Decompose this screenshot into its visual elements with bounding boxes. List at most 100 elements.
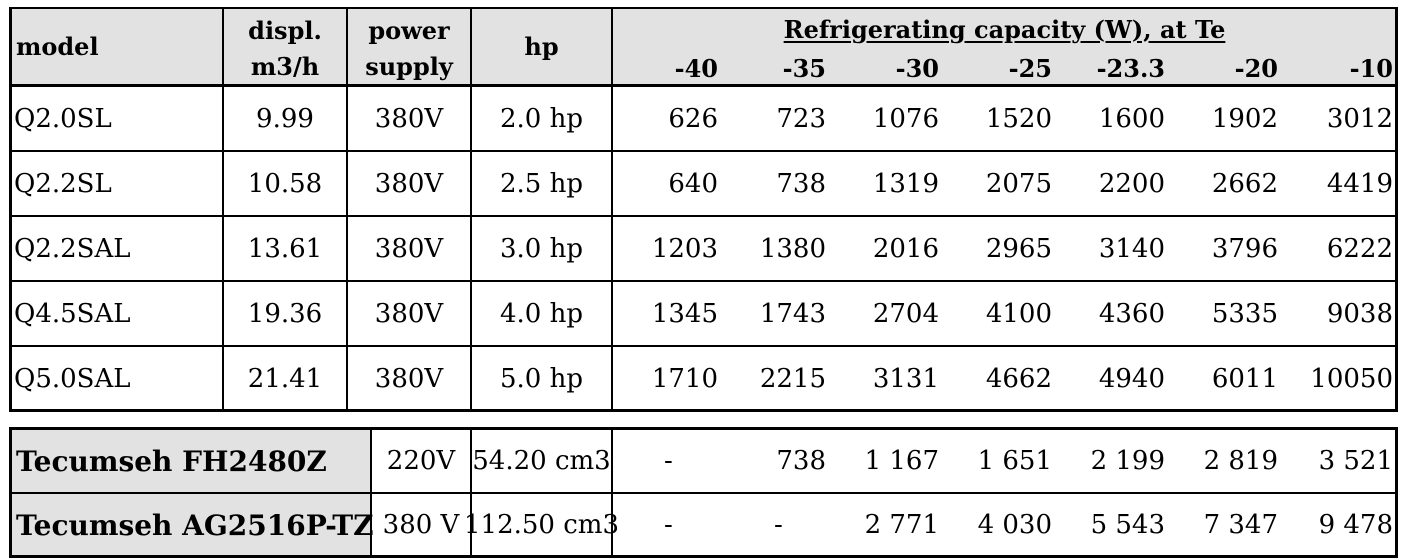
rule-right: [1395, 7, 1398, 412]
te-column-header: -23.3: [1096, 53, 1165, 83]
te-column-header: -10: [1349, 53, 1393, 83]
power-supply-cell: 380V: [374, 298, 444, 329]
capacity-cell: 3131: [872, 363, 939, 394]
tecumseh-capacity-cell: -: [664, 510, 673, 540]
header-displ-line1: displ.: [248, 15, 322, 45]
header-power-line2: supply: [365, 51, 453, 81]
capacity-cell: 3796: [1211, 233, 1278, 264]
capacity-cell: 4100: [985, 298, 1052, 329]
rule-col: [611, 7, 613, 412]
header-model: model: [16, 31, 99, 61]
tecumseh-model-cell: Tecumseh FH2480Z: [16, 444, 327, 478]
rule-tecumseh-row: [10, 492, 1397, 494]
capacity-cell: 2662: [1211, 168, 1278, 199]
capacity-cell: 626: [668, 103, 718, 134]
capacity-cell: 1710: [651, 363, 718, 394]
displacement-cell: 19.36: [247, 298, 323, 329]
header-background: [10, 8, 1397, 84]
tecumseh-capacity-cell: 2 199: [1090, 446, 1165, 476]
capacity-cell: 5335: [1211, 298, 1278, 329]
tecumseh-capacity-cell: 9 478: [1318, 510, 1393, 540]
capacity-cell: 4419: [1326, 168, 1393, 199]
model-cell: Q2.0SL: [14, 103, 112, 134]
capacity-cell: 10050: [1310, 363, 1393, 394]
model-cell: Q2.2SL: [14, 168, 112, 199]
rule-col: [346, 7, 348, 412]
capacity-cell: 1520: [985, 103, 1052, 134]
capacity-cell: 6011: [1211, 363, 1278, 394]
te-column-header: -20: [1234, 53, 1278, 83]
tecumseh-model-cell: Tecumseh AG2516P-TZ: [16, 508, 374, 542]
capacity-cell: 1380: [759, 233, 826, 264]
model-cell: Q2.2SAL: [14, 233, 131, 264]
tecumseh-displacement-cell: 112.50 cm3: [464, 510, 619, 540]
tecumseh-capacity-cell: -: [774, 510, 783, 540]
rule-header-bottom: [10, 84, 1397, 87]
capacity-cell: 2200: [1098, 168, 1165, 199]
header-power-line1: power: [368, 15, 450, 45]
capacity-cell: 9038: [1326, 298, 1393, 329]
tecumseh-capacity-cell: 3 521: [1318, 446, 1393, 476]
te-column-header: -40: [674, 53, 718, 83]
rule-top: [10, 7, 1397, 9]
capacity-cell: 723: [776, 103, 826, 134]
header-displ-line2: m3/h: [250, 51, 320, 81]
capacity-cell: 1203: [651, 233, 718, 264]
rule-right-tecumseh: [1395, 427, 1398, 558]
tecumseh-capacity-cell: -: [664, 446, 673, 476]
capacity-cell: 2075: [985, 168, 1052, 199]
te-column-header: -35: [782, 53, 826, 83]
rule-col-tecumseh: [370, 427, 372, 558]
hp-cell: 4.0 hp: [499, 298, 583, 329]
te-column-header: -25: [1008, 53, 1052, 83]
rule-main-bottom: [10, 409, 1397, 412]
rule-col-tecumseh: [470, 427, 472, 558]
power-supply-cell: 380V: [374, 168, 444, 199]
capacity-cell: 4940: [1098, 363, 1165, 394]
tecumseh-capacity-cell: 2 819: [1203, 446, 1278, 476]
displacement-cell: 21.41: [247, 363, 323, 394]
tecumseh-capacity-cell: 738: [776, 446, 826, 476]
tecumseh-capacity-cell: 7 347: [1203, 510, 1278, 540]
header-hp: hp: [524, 31, 559, 61]
displacement-cell: 9.99: [256, 103, 314, 134]
tecumseh-capacity-cell: 1 167: [864, 446, 939, 476]
hp-cell: 2.5 hp: [499, 168, 583, 199]
capacity-cell: 2016: [872, 233, 939, 264]
rule-col-tecumseh: [611, 427, 613, 558]
capacity-cell: 1319: [872, 168, 939, 199]
model-cell: Q4.5SAL: [14, 298, 131, 329]
rule-row: [10, 280, 1397, 282]
tecumseh-capacity-cell: 1 651: [977, 446, 1052, 476]
tecumseh-capacity-cell: 2 771: [864, 510, 939, 540]
tecumseh-power-cell: 380 V: [382, 510, 460, 540]
rule-row: [10, 215, 1397, 217]
capacity-cell: 1345: [651, 298, 718, 329]
power-supply-cell: 380V: [374, 103, 444, 134]
displacement-cell: 13.61: [247, 233, 323, 264]
capacity-cell: 1076: [872, 103, 939, 134]
capacity-cell: 1600: [1098, 103, 1165, 134]
capacity-cell: 3140: [1098, 233, 1165, 264]
rule-left-tecumseh: [9, 427, 12, 558]
capacity-cell: 640: [668, 168, 718, 199]
tecumseh-displacement-cell: 54.20 cm3: [472, 446, 611, 476]
rule-tecumseh-bottom: [10, 555, 1397, 558]
capacity-cell: 4662: [985, 363, 1052, 394]
rule-tecumseh-top: [10, 427, 1397, 430]
capacity-cell: 2965: [985, 233, 1052, 264]
rule-col: [222, 7, 224, 412]
tecumseh-capacity-cell: 5 543: [1090, 510, 1165, 540]
capacity-cell: 3012: [1326, 103, 1393, 134]
hp-cell: 2.0 hp: [499, 103, 583, 134]
capacity-cell: 2215: [759, 363, 826, 394]
capacity-cell: 4360: [1098, 298, 1165, 329]
capacity-cell: 6222: [1326, 233, 1393, 264]
displacement-cell: 10.58: [247, 168, 323, 199]
tecumseh-capacity-cell: 4 030: [977, 510, 1052, 540]
hp-cell: 3.0 hp: [499, 233, 583, 264]
hp-cell: 5.0 hp: [499, 363, 583, 394]
rule-left: [9, 7, 12, 412]
capacity-cell: 2704: [872, 298, 939, 329]
power-supply-cell: 380V: [374, 363, 444, 394]
